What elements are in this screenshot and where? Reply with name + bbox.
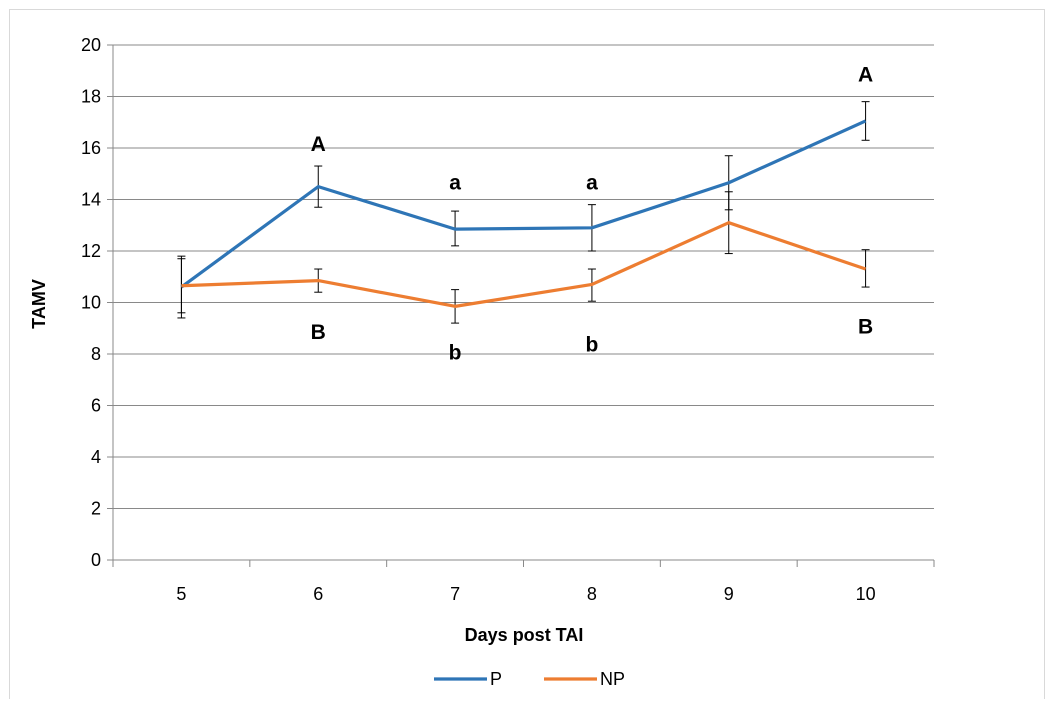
x-tick-label: 9 bbox=[724, 584, 734, 604]
x-tick-label: 10 bbox=[856, 584, 876, 604]
tick-labels: 0 2 4 6 8 10 12 14 16 18 20 5 6 7 8 9 10 bbox=[81, 35, 876, 604]
y-tick-label: 6 bbox=[91, 396, 101, 416]
x-tick-label: 7 bbox=[450, 584, 460, 604]
series-line-p bbox=[180, 119, 867, 289]
annotation-label: B bbox=[311, 321, 326, 344]
y-tick-label: 2 bbox=[91, 499, 101, 519]
axes bbox=[107, 44, 935, 567]
annotations: Aa a A Bb b B bbox=[311, 63, 874, 364]
y-tick-label: 14 bbox=[81, 190, 101, 210]
legend-label-p: P bbox=[490, 669, 502, 689]
y-tick-label: 4 bbox=[91, 447, 101, 467]
y-tick-label: 18 bbox=[81, 87, 101, 107]
series-lines bbox=[180, 119, 867, 308]
y-axis-title: TAMV bbox=[29, 279, 49, 329]
y-tick-label: 12 bbox=[81, 241, 101, 261]
annotation-label: B bbox=[858, 316, 873, 339]
x-tick-label: 8 bbox=[587, 584, 597, 604]
y-tick-label: 10 bbox=[81, 293, 101, 313]
annotation-label: b bbox=[586, 334, 599, 357]
x-tick-label: 6 bbox=[313, 584, 323, 604]
annotation-label: a bbox=[586, 171, 598, 194]
y-tick-label: 20 bbox=[81, 35, 101, 55]
y-tick-label: 16 bbox=[81, 138, 101, 158]
legend: P NP bbox=[434, 669, 625, 689]
x-axis-title: Days post TAI bbox=[465, 625, 584, 645]
series-line-np bbox=[181, 221, 867, 308]
annotation-label: A bbox=[858, 63, 873, 86]
y-tick-label: 8 bbox=[91, 344, 101, 364]
annotation-label: b bbox=[449, 341, 462, 364]
annotation-label: a bbox=[449, 171, 461, 194]
x-tick-label: 5 bbox=[176, 584, 186, 604]
annotation-label: A bbox=[311, 133, 326, 156]
chart-frame bbox=[9, 9, 1045, 699]
gridlines bbox=[113, 44, 934, 509]
legend-label-np: NP bbox=[600, 669, 625, 689]
y-tick-label: 0 bbox=[91, 550, 101, 570]
